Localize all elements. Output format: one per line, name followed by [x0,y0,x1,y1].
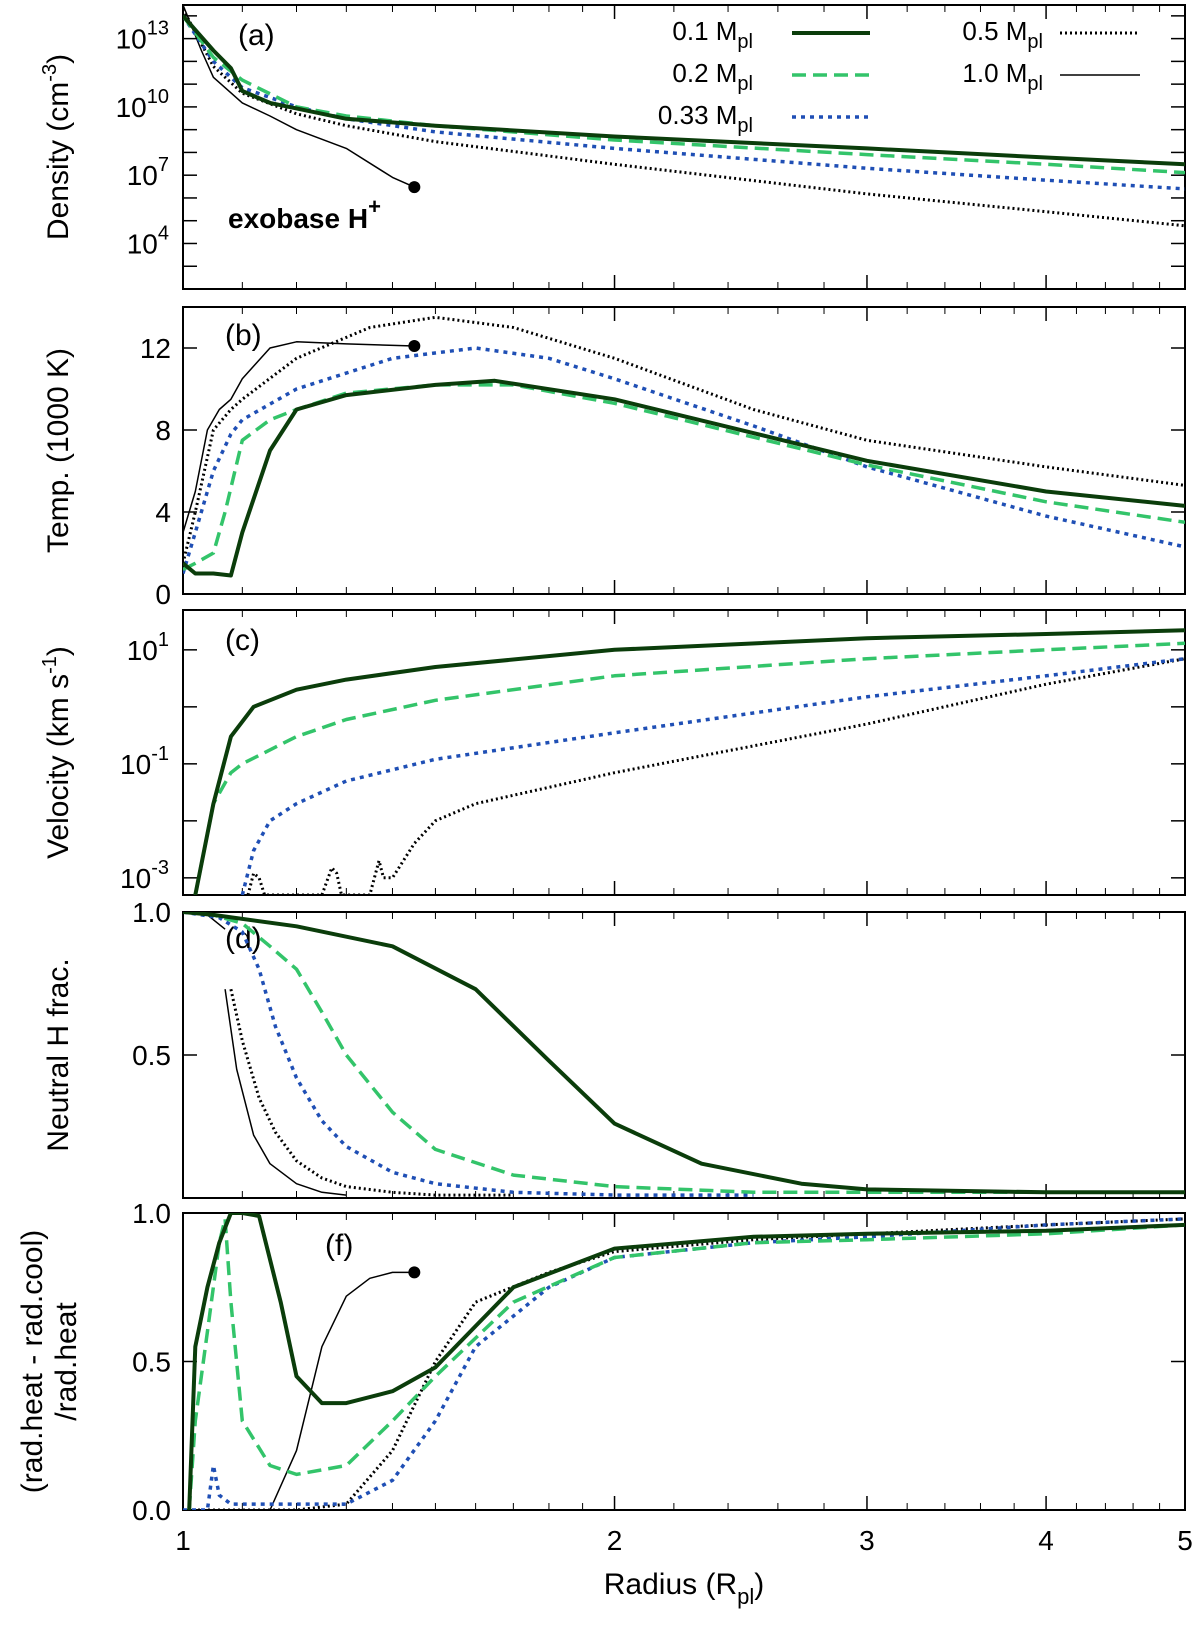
series-line-0-5-mpl [229,988,514,1197]
exobase-marker [408,181,421,194]
legend-entry: 0.2 Mpl [672,58,870,95]
x-tick-label: 4 [1038,1525,1054,1556]
series-group [183,912,1185,1197]
series-line-0-2-mpl [183,383,1185,571]
y-tick-label: 0.0 [132,1495,171,1526]
series-line-0-1-mpl [183,912,1185,1195]
panel--a: 1013 1010 107 104 Density (cm-3) (a) exobase H… [39,4,1186,290]
series-line-0-5-mpl [246,657,1185,895]
legend-entry: 0.33 Mpl [658,100,870,137]
plot-frame [182,4,1186,290]
exobase-marker [408,339,421,352]
series-line-0-5-mpl [183,315,1185,564]
y-axis-title: Temp. (1000 K) [42,348,75,553]
y-tick-label: 101 [127,629,169,666]
series-line-0-33-mpl [240,656,1185,895]
y-tick-label: 0.5 [132,1347,171,1378]
y-axis-title-line2: /rad.heat [50,1302,83,1421]
y-tick-label: 4 [155,497,171,528]
y-tick-label: 1.0 [132,1198,171,1229]
series-line-1-0-mpl [183,341,415,533]
y-axis-title: (rad.heat - rad.cool) [16,1230,49,1493]
legend-entry: 1.0 Mpl [962,58,1140,95]
y-tick-label: 8 [155,415,171,446]
series-line-0-33-mpl [183,14,1185,191]
series-line-0-2-mpl [187,1217,1185,1510]
panel--b: 0 4 8 12 Temp. (1000 K) (b) [42,306,1186,610]
x-tick-label: 3 [859,1525,875,1556]
y-axis-title: Velocity (km s-1) [39,646,75,859]
panel-label: (f) [325,1229,353,1262]
y-axis-title: Density (cm-3) [39,54,75,240]
series-group [193,628,1185,895]
y-tick-label: 0.5 [132,1040,171,1071]
y-tick-label: 1.0 [132,897,171,928]
series-line-0-33-mpl [183,912,754,1197]
y-tick-label: 104 [127,222,169,259]
x-tick-label: 5 [1177,1525,1193,1556]
legend-label: 0.33 Mpl [658,100,753,137]
legend-label: 0.5 Mpl [962,16,1043,53]
x-axis-title: Radius (Rpl) [604,1568,765,1609]
panel-label: (d) [225,922,262,955]
y-tick-label: 107 [127,154,169,191]
legend-label: 1.0 Mpl [962,58,1043,95]
x-tick-label: 2 [607,1525,623,1556]
series-line-0-1-mpl [183,14,1185,167]
legend-entry: 0.5 Mpl [962,16,1140,53]
y-tick-label: 1013 [116,18,169,55]
panel--c: 101 10-1 10-3 Velocity (km s-1) (c) [39,609,1186,896]
legend-label: 0.1 Mpl [672,16,753,53]
series-line-1-0-mpl [183,1271,415,1510]
legend-label: 0.2 Mpl [672,58,753,95]
series-line-0-1-mpl [183,378,1185,578]
series-line-1-0-mpl-segment [224,989,347,1196]
plot-frame [182,306,1186,595]
y-tick-label: 1010 [116,86,169,123]
series-line-1-0-mpl [183,5,415,188]
x-tick-label: 1 [175,1525,191,1556]
panel--d: 0.5 1.0 Neutral H frac. (d) [42,897,1186,1199]
panel--f: 0.0 0.5 1.0 (rad.heat - rad.cool)/rad.heat (… [16,1198,1186,1526]
panel-label: (a) [238,19,275,52]
y-tick-label: 10-1 [120,743,169,780]
series-line-0-2-mpl [193,641,1185,895]
exobase-annotation: exobase H+ [228,194,381,234]
series-line-0-1-mpl [187,1213,1185,1510]
series-group [183,1213,1185,1510]
y-tick-label: 10-3 [120,857,169,894]
y-tick-label: 12 [140,333,171,364]
y-tick-label: 0 [155,579,171,610]
legend-entry: 0.1 Mpl [672,16,870,53]
series-group [183,315,1185,578]
series-line-0-33-mpl [183,346,1185,575]
plot-frame [182,609,1186,896]
legend: 0.1 Mpl 0.2 Mpl 0.33 Mpl 0.5 Mpl 1.0 Mpl [658,16,1140,137]
panel-label: (b) [225,319,262,352]
y-axis-title: Neutral H frac. [42,958,75,1151]
series-line-0-1-mpl [193,628,1185,895]
exobase-marker [408,1266,421,1279]
panel-label: (c) [225,624,260,657]
series-line-0-2-mpl [183,912,1185,1195]
series-group [183,5,1185,228]
